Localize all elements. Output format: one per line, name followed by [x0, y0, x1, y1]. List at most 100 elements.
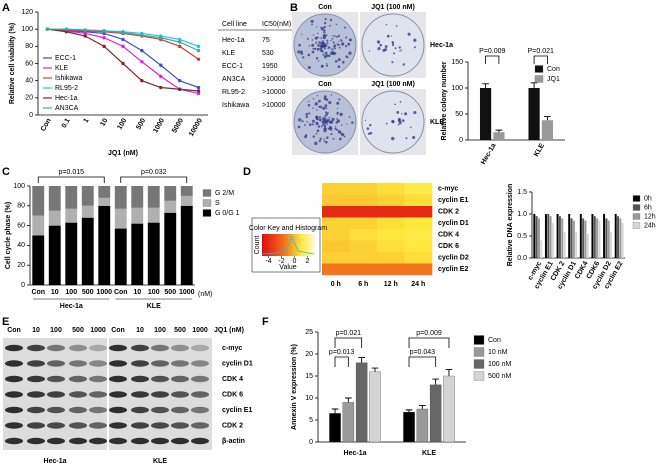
band [27, 360, 45, 367]
colony [329, 24, 331, 27]
x-axis-label: (nM) [198, 291, 212, 298]
band [191, 375, 209, 383]
colony [367, 132, 371, 136]
error-bar [371, 367, 379, 372]
colony [302, 56, 305, 59]
y-tick-label: 20 [17, 262, 25, 269]
colony [316, 129, 320, 133]
bracket [334, 356, 349, 367]
colony [332, 34, 334, 37]
band [89, 437, 107, 445]
band [131, 437, 149, 445]
bar-segment [32, 215, 45, 236]
column-label: 6 h [358, 281, 368, 288]
colony [324, 140, 328, 144]
legend-swatch [202, 199, 212, 207]
table-cell: ECC-1 [222, 63, 243, 70]
colony [334, 59, 338, 63]
table-cell: >10000 [262, 89, 286, 96]
bracket [533, 55, 548, 64]
legend-label: 12h [644, 213, 656, 220]
band [109, 422, 127, 429]
image-header: Con [318, 81, 332, 88]
bar-segment [180, 205, 193, 285]
panel-label: F [262, 316, 269, 328]
bar [479, 88, 492, 140]
colony [308, 45, 311, 47]
colony [337, 65, 341, 68]
band [109, 344, 127, 352]
table-header: IC50(nM) [262, 21, 291, 28]
annotation: p=0.021 [336, 330, 362, 337]
heat-cell [349, 229, 378, 241]
heat-cell [377, 194, 405, 207]
band [89, 406, 107, 414]
x-tick-label: Hec-1a [480, 142, 498, 165]
error-bar [445, 368, 453, 376]
colony [330, 39, 332, 42]
colony [316, 26, 318, 28]
colony [316, 37, 318, 39]
colony [325, 113, 329, 116]
band [5, 344, 23, 352]
error-bar [544, 116, 551, 121]
colony [320, 64, 324, 68]
bar [614, 214, 617, 258]
colony [319, 137, 322, 141]
colony [405, 137, 408, 140]
bar [610, 231, 613, 258]
x-tick-label: KLE [533, 142, 546, 158]
colony [323, 25, 326, 29]
key-swatch [298, 234, 300, 256]
annotation: p=0.009 [416, 330, 442, 337]
bar-segment [81, 205, 94, 218]
bar [607, 220, 610, 258]
bar-segment [98, 197, 111, 206]
legend-label: 6h [644, 204, 652, 211]
heat-cell [377, 229, 405, 241]
bar [429, 384, 442, 443]
y-tick-label: 0 [29, 112, 33, 119]
row-label: cyclin D2 [438, 255, 469, 262]
band [109, 360, 127, 367]
lane-label: Con [7, 327, 21, 334]
heat-cell [404, 183, 433, 195]
row-label: cyclin E2 [438, 266, 468, 273]
colony [322, 118, 326, 123]
point [64, 30, 69, 34]
bar [558, 216, 561, 258]
colony [312, 135, 315, 138]
colony [323, 138, 326, 141]
key-swatch [289, 234, 291, 256]
heat-cell [322, 194, 350, 207]
band [5, 437, 23, 445]
colony [323, 43, 327, 47]
point [177, 87, 182, 91]
band [191, 406, 209, 414]
colony [318, 99, 321, 103]
bar [416, 408, 429, 443]
band [109, 437, 127, 445]
lane-label: 10 [32, 327, 40, 334]
key-swatch [271, 234, 273, 256]
bar-segment [147, 186, 160, 208]
colony [316, 109, 318, 111]
table-cell: Ishikawa [222, 102, 249, 109]
colony [311, 119, 315, 123]
bar-segment [65, 222, 78, 285]
colony [397, 123, 400, 126]
bar [556, 214, 559, 258]
column-label: 12 h [384, 281, 398, 288]
colony [311, 23, 313, 26]
bar [403, 411, 415, 443]
colony [336, 35, 339, 38]
band [191, 344, 209, 352]
y-tick-label: 0 [21, 282, 25, 289]
heat-cell [377, 252, 405, 264]
y-tick-label: 40 [25, 78, 33, 85]
y-tick-label: 5 [309, 417, 313, 424]
colony [325, 98, 329, 102]
band [151, 422, 169, 429]
colony [390, 35, 393, 37]
